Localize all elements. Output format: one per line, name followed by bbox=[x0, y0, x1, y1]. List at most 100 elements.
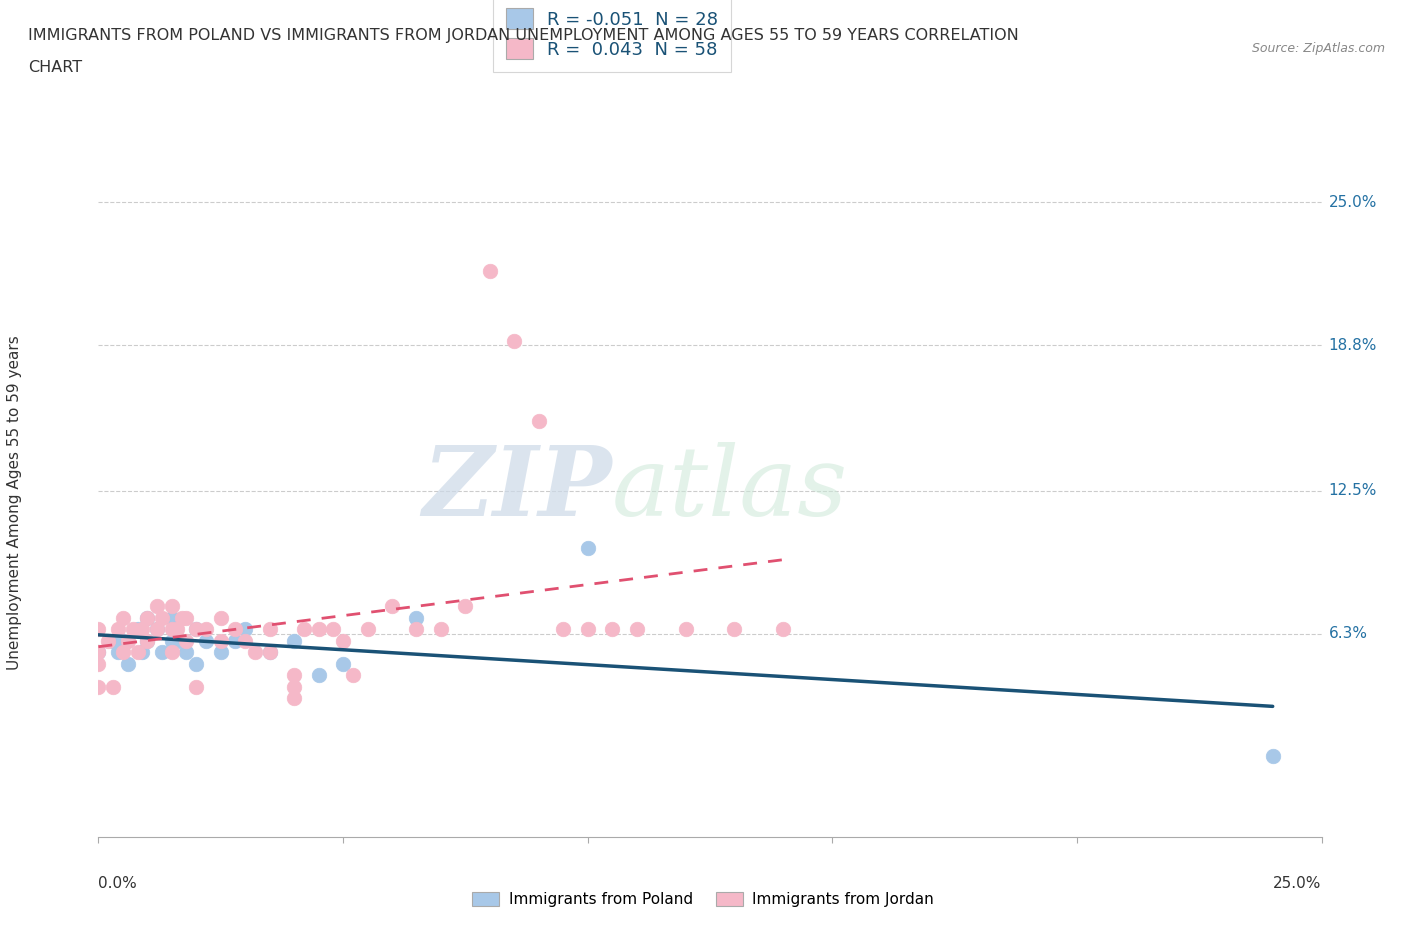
Point bbox=[259, 644, 281, 659]
Point bbox=[259, 644, 281, 659]
Point bbox=[146, 622, 169, 637]
Point bbox=[87, 622, 110, 637]
Point bbox=[553, 622, 575, 637]
Point bbox=[283, 668, 305, 683]
Point bbox=[136, 633, 159, 648]
Point bbox=[503, 333, 526, 348]
Point bbox=[195, 622, 218, 637]
Point bbox=[259, 622, 281, 637]
Point bbox=[101, 680, 124, 695]
Point bbox=[332, 657, 354, 671]
Point bbox=[127, 622, 149, 637]
Point bbox=[186, 622, 208, 637]
Point bbox=[283, 691, 305, 706]
Text: 0.0%: 0.0% bbox=[98, 876, 138, 891]
Point bbox=[170, 610, 193, 625]
Point bbox=[150, 610, 173, 625]
Text: 12.5%: 12.5% bbox=[1329, 484, 1376, 498]
Point bbox=[322, 622, 344, 637]
Point bbox=[332, 633, 354, 648]
Point bbox=[107, 644, 129, 659]
Point bbox=[136, 610, 159, 625]
Point bbox=[576, 622, 599, 637]
Point bbox=[87, 657, 110, 671]
Point bbox=[209, 610, 232, 625]
Point bbox=[209, 633, 232, 648]
Point bbox=[117, 657, 139, 671]
Point bbox=[136, 610, 159, 625]
Point bbox=[723, 622, 745, 637]
Point bbox=[136, 633, 159, 648]
Point bbox=[101, 633, 124, 648]
Point bbox=[87, 644, 110, 659]
Point bbox=[111, 633, 134, 648]
Text: IMMIGRANTS FROM POLAND VS IMMIGRANTS FROM JORDAN UNEMPLOYMENT AMONG AGES 55 TO 5: IMMIGRANTS FROM POLAND VS IMMIGRANTS FRO… bbox=[28, 28, 1019, 43]
Point bbox=[160, 644, 183, 659]
Point bbox=[308, 622, 330, 637]
Point bbox=[243, 644, 266, 659]
Point bbox=[166, 622, 188, 637]
Text: 6.3%: 6.3% bbox=[1329, 626, 1368, 642]
Point bbox=[195, 633, 218, 648]
Text: Source: ZipAtlas.com: Source: ZipAtlas.com bbox=[1251, 42, 1385, 55]
Point bbox=[107, 622, 129, 637]
Point bbox=[405, 622, 427, 637]
Point bbox=[186, 680, 208, 695]
Point bbox=[186, 657, 208, 671]
Point bbox=[675, 622, 697, 637]
Point bbox=[150, 644, 173, 659]
Point bbox=[224, 622, 246, 637]
Point bbox=[186, 622, 208, 637]
Point bbox=[454, 599, 477, 614]
Point bbox=[381, 599, 404, 614]
Point bbox=[405, 610, 427, 625]
Point bbox=[209, 644, 232, 659]
Point bbox=[283, 633, 305, 648]
Point bbox=[308, 668, 330, 683]
Point bbox=[87, 680, 110, 695]
Point bbox=[576, 541, 599, 556]
Point bbox=[146, 599, 169, 614]
Point bbox=[160, 633, 183, 648]
Point bbox=[1261, 749, 1284, 764]
Point bbox=[131, 622, 153, 637]
Point bbox=[772, 622, 794, 637]
Point bbox=[111, 610, 134, 625]
Legend: Immigrants from Poland, Immigrants from Jordan: Immigrants from Poland, Immigrants from … bbox=[465, 885, 941, 913]
Point bbox=[224, 633, 246, 648]
Point bbox=[527, 414, 550, 429]
Point bbox=[283, 680, 305, 695]
Point bbox=[626, 622, 648, 637]
Text: 25.0%: 25.0% bbox=[1274, 876, 1322, 891]
Point bbox=[176, 610, 198, 625]
Point bbox=[160, 622, 183, 637]
Point bbox=[111, 644, 134, 659]
Point bbox=[127, 644, 149, 659]
Point bbox=[342, 668, 364, 683]
Point bbox=[121, 622, 143, 637]
Point bbox=[292, 622, 315, 637]
Text: atlas: atlas bbox=[612, 442, 848, 536]
Point bbox=[131, 644, 153, 659]
Text: Unemployment Among Ages 55 to 59 years: Unemployment Among Ages 55 to 59 years bbox=[7, 335, 22, 670]
Point bbox=[430, 622, 453, 637]
Point bbox=[146, 622, 169, 637]
Point bbox=[117, 633, 139, 648]
Point bbox=[356, 622, 378, 637]
Point bbox=[176, 633, 198, 648]
Text: CHART: CHART bbox=[28, 60, 82, 75]
Text: ZIP: ZIP bbox=[423, 442, 612, 536]
Point bbox=[160, 610, 183, 625]
Point bbox=[233, 622, 256, 637]
Point bbox=[600, 622, 623, 637]
Point bbox=[478, 264, 501, 279]
Point bbox=[97, 633, 120, 648]
Text: 18.8%: 18.8% bbox=[1329, 338, 1376, 352]
Text: 25.0%: 25.0% bbox=[1329, 194, 1376, 209]
Point bbox=[160, 599, 183, 614]
Point bbox=[176, 644, 198, 659]
Point bbox=[166, 633, 188, 648]
Point bbox=[87, 644, 110, 659]
Legend: R = -0.051  N = 28, R =  0.043  N = 58: R = -0.051 N = 28, R = 0.043 N = 58 bbox=[494, 0, 731, 72]
Point bbox=[233, 633, 256, 648]
